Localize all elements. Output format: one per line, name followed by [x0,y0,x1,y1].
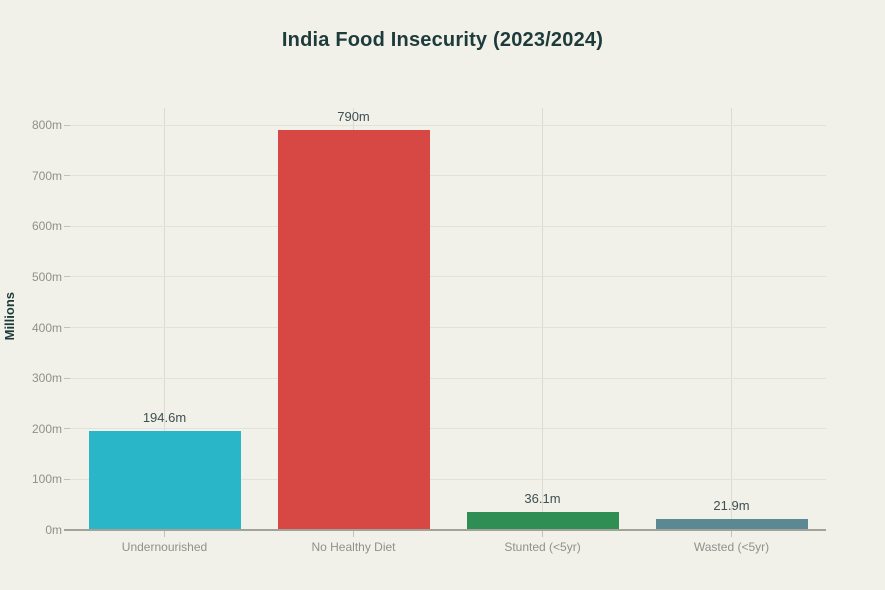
value-label: 790m [337,109,370,125]
value-label: 21.9m [713,497,750,513]
y-tick-label: 400m [31,320,62,335]
y-tick-mark [64,175,70,177]
h-gridline [70,428,826,430]
h-gridline [70,327,826,328]
x-tick-label: Undernourished [121,540,208,554]
y-tick-label: 500m [31,269,62,284]
x-tick-mark [542,531,543,537]
x-tick-label: Wasted (<5yr) [693,540,770,554]
y-tick-mark [64,428,70,430]
y-tick-mark [64,225,70,227]
h-gridline [70,377,826,379]
y-tick-label: 700m [31,168,62,183]
value-label: 36.1m [524,490,561,506]
h-gridline [70,124,826,126]
y-tick-mark [64,327,70,328]
h-gridline [70,225,826,227]
h-gridline [70,175,826,177]
bar-undernourished [88,431,241,530]
x-axis-line [64,529,826,531]
value-label: 194.6m [142,410,187,426]
y-tick-label: 0m [45,523,62,537]
y-tick-mark [64,124,70,126]
bar-stunted-5yr [466,511,619,530]
x-tick-mark [731,531,732,537]
x-tick-mark [353,531,354,537]
y-tick-mark [64,276,70,278]
y-tick-label: 100m [31,472,62,487]
v-gridline [731,108,732,530]
y-tick-mark [64,478,70,480]
chart-title: India Food Insecurity (2023/2024) [281,29,604,51]
x-tick-label: No Healthy Diet [311,540,396,554]
y-tick-label: 600m [31,219,62,234]
y-tick-label: 200m [31,421,62,436]
x-tick-mark [164,531,165,537]
h-gridline [70,478,826,480]
y-tick-mark [64,377,70,379]
y-tick-label: 800m [31,118,62,132]
bar-wasted-5yr [655,518,808,530]
bar-no-healthy-diet [277,130,430,530]
x-tick-label: Stunted (<5yr) [504,540,581,554]
h-gridline [70,276,826,278]
v-gridline [542,108,543,530]
v-gridline [164,108,165,530]
y-tick-label: 300m [31,371,62,386]
